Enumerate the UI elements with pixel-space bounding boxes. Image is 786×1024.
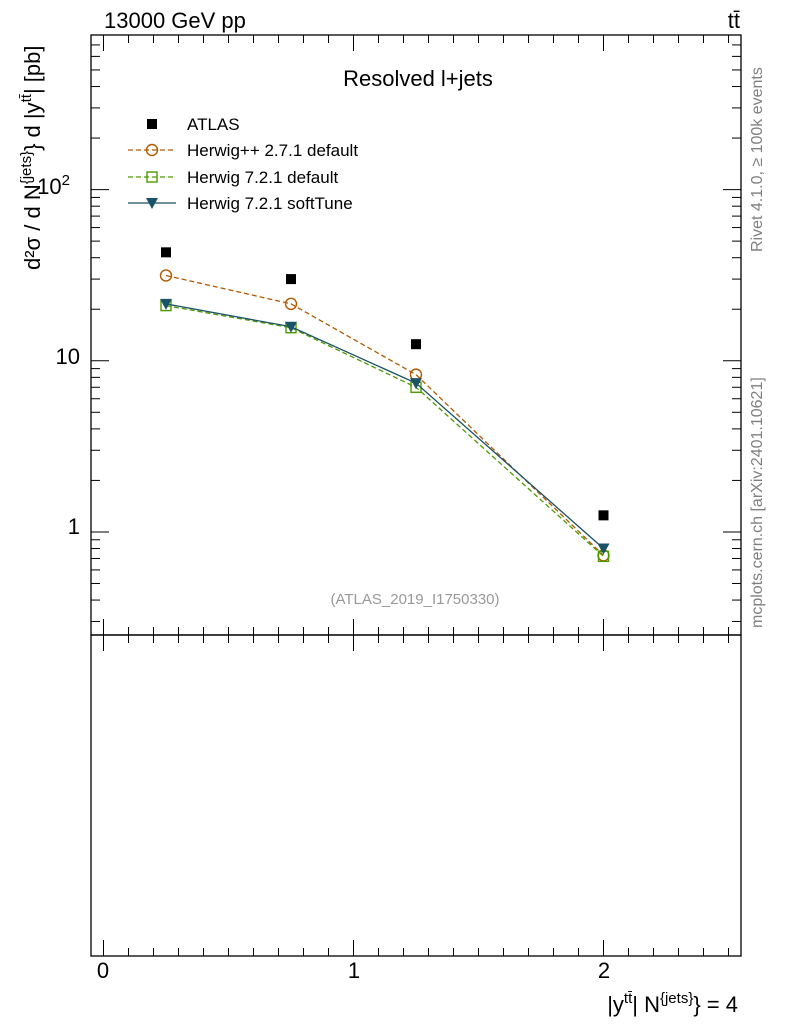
legend-marker <box>145 143 159 157</box>
series-line <box>165 304 604 557</box>
x-axis-title: |ytt̄| N{jets}} = 4 <box>607 990 738 1017</box>
x-tick-labels: 0 1 2 <box>97 958 610 983</box>
data-point <box>598 510 609 521</box>
series-1 <box>159 269 610 562</box>
data-point <box>286 274 296 285</box>
legend-marker <box>146 198 158 209</box>
data-point <box>284 297 298 311</box>
legend-marker <box>147 119 157 129</box>
y-axis-title: d²σ / d N{jets}} d |ytt̄| [pb] <box>18 46 45 271</box>
y-tick-labels: 1 10 102 <box>37 172 80 539</box>
x-tick-label-2: 2 <box>598 958 610 983</box>
analysis-id: (ATLAS_2019_I1750330) <box>330 591 499 608</box>
data-point <box>597 543 610 555</box>
legend-marker <box>146 171 158 183</box>
series-3 <box>160 298 610 555</box>
series-0 <box>161 247 609 521</box>
ratio-plot-frame <box>90 634 742 957</box>
data-point <box>285 321 297 333</box>
legend-label: Herwig 7.2.1 default <box>187 168 338 187</box>
x-axis-ticks <box>103 35 729 956</box>
legend-item: ATLAS <box>147 115 240 134</box>
y-axis-ticks <box>91 34 741 622</box>
final-state-label: tt̄ <box>728 8 740 33</box>
y-tick-label-10: 10 <box>56 344 80 369</box>
series-layer <box>159 247 610 563</box>
series-2 <box>160 299 610 563</box>
series-line <box>165 303 604 550</box>
process-label: 13000 GeV pp <box>104 8 246 33</box>
y-tick-label-100: 102 <box>37 172 70 199</box>
chart-title: Resolved l+jets <box>343 66 493 91</box>
y-tick-label-1: 1 <box>68 514 80 539</box>
x-tick-label-0: 0 <box>97 958 109 983</box>
legend-label: Herwig++ 2.7.1 default <box>187 141 358 160</box>
data-point <box>411 339 421 350</box>
rivet-label: Rivet 4.1.0, ≥ 100k events <box>749 67 766 252</box>
legend-item: Herwig 7.2.1 default <box>128 168 338 187</box>
data-point <box>160 298 172 310</box>
legend-label: Herwig 7.2.1 softTune <box>187 194 353 213</box>
legend: ATLAS Herwig++ 2.7.1 default Herwig 7.2.1 … <box>128 115 358 213</box>
legend-label: ATLAS <box>187 115 240 134</box>
data-point <box>161 247 171 258</box>
legend-item: Herwig 7.2.1 softTune <box>128 194 353 213</box>
source-label: mcplots.cern.ch [arXiv:2401.10621] <box>749 377 766 628</box>
data-point <box>159 269 173 282</box>
legend-item: Herwig++ 2.7.1 default <box>128 141 358 160</box>
data-point <box>410 378 422 390</box>
x-tick-label-1: 1 <box>348 958 360 983</box>
